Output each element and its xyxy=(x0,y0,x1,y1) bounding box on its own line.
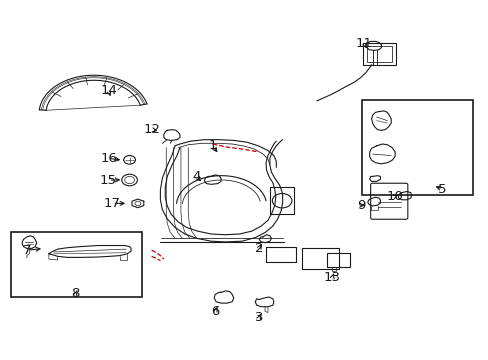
Text: 16: 16 xyxy=(100,152,117,165)
Bar xyxy=(361,100,472,195)
Text: 13: 13 xyxy=(324,271,340,284)
Text: 4: 4 xyxy=(192,170,201,183)
Text: 1: 1 xyxy=(208,139,217,152)
Text: 6: 6 xyxy=(210,305,219,318)
Text: 10: 10 xyxy=(386,190,403,203)
Text: 14: 14 xyxy=(100,84,117,97)
Text: 7: 7 xyxy=(22,244,31,257)
Text: 11: 11 xyxy=(355,37,372,50)
Text: 5: 5 xyxy=(437,183,446,195)
Text: 3: 3 xyxy=(254,311,263,324)
Text: 9: 9 xyxy=(356,199,365,212)
Bar xyxy=(326,253,349,267)
Text: 8: 8 xyxy=(71,287,80,300)
Text: 2: 2 xyxy=(254,242,263,255)
Bar xyxy=(366,46,391,62)
Text: 15: 15 xyxy=(100,174,117,186)
Bar xyxy=(362,43,395,65)
Text: 12: 12 xyxy=(143,123,160,136)
Bar xyxy=(11,232,142,297)
Text: 17: 17 xyxy=(104,197,121,210)
